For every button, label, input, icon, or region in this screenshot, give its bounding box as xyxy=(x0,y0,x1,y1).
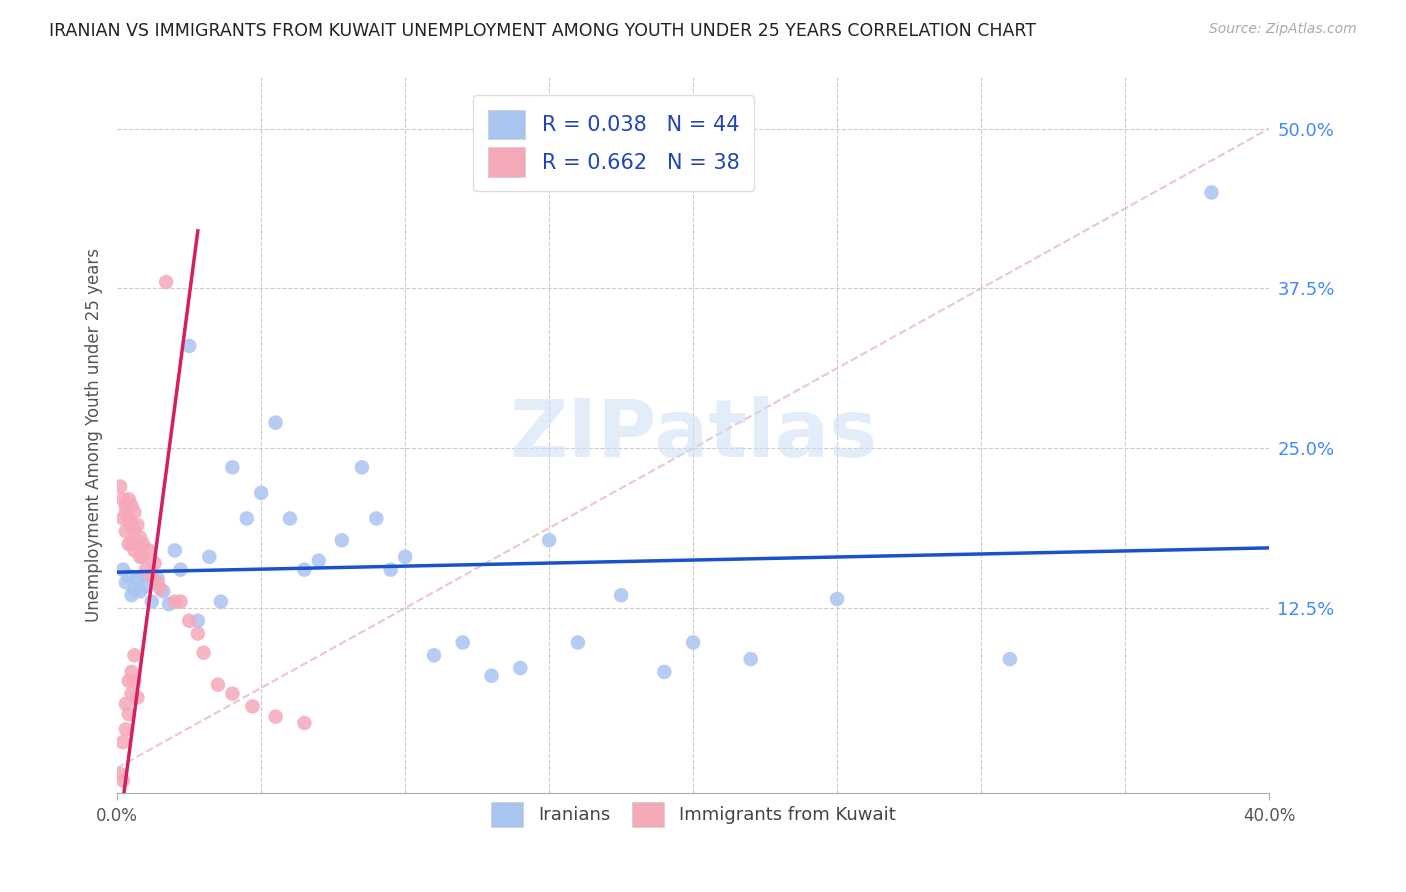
Point xyxy=(124,673,146,688)
Text: Source: ZipAtlas.com: Source: ZipAtlas.com xyxy=(1209,22,1357,37)
Point xyxy=(111,511,134,525)
Point xyxy=(366,511,388,525)
Point xyxy=(118,707,141,722)
Point xyxy=(127,690,149,705)
Point xyxy=(567,635,589,649)
Point xyxy=(114,524,136,539)
Point xyxy=(108,479,131,493)
Point xyxy=(124,582,146,596)
Point xyxy=(179,614,201,628)
Point xyxy=(111,492,134,507)
Point xyxy=(129,531,152,545)
Point xyxy=(998,652,1021,666)
Point xyxy=(118,492,141,507)
Point xyxy=(163,594,186,608)
Point xyxy=(221,687,243,701)
Point xyxy=(132,569,155,583)
Point xyxy=(127,517,149,532)
Point xyxy=(121,517,143,532)
Point xyxy=(264,416,287,430)
Point xyxy=(146,575,169,590)
Point xyxy=(221,460,243,475)
Point xyxy=(394,549,416,564)
Point xyxy=(118,673,141,688)
Point xyxy=(108,767,131,781)
Point xyxy=(127,572,149,586)
Point xyxy=(152,584,174,599)
Point xyxy=(127,537,149,551)
Point xyxy=(118,511,141,525)
Point xyxy=(111,773,134,788)
Point xyxy=(114,505,136,519)
Point xyxy=(114,723,136,737)
Point xyxy=(118,537,141,551)
Point xyxy=(380,563,402,577)
Point xyxy=(610,588,633,602)
Point xyxy=(292,563,315,577)
Point xyxy=(236,511,259,525)
Y-axis label: Unemployment Among Youth under 25 years: Unemployment Among Youth under 25 years xyxy=(86,248,103,623)
Point xyxy=(129,549,152,564)
Point xyxy=(149,582,172,596)
Point xyxy=(481,669,503,683)
Point xyxy=(118,569,141,583)
Point xyxy=(114,575,136,590)
Point xyxy=(682,635,704,649)
Point xyxy=(451,635,474,649)
Point xyxy=(143,556,166,570)
Point xyxy=(146,572,169,586)
Point xyxy=(264,709,287,723)
Point xyxy=(198,549,221,564)
Point xyxy=(141,569,163,583)
Point xyxy=(250,486,273,500)
Point xyxy=(111,735,134,749)
Point xyxy=(169,594,191,608)
Point xyxy=(330,533,353,548)
Point xyxy=(187,626,209,640)
Point xyxy=(1201,186,1223,200)
Point xyxy=(193,646,215,660)
Point xyxy=(652,665,675,679)
Point xyxy=(121,537,143,551)
Point xyxy=(509,661,531,675)
Point xyxy=(121,499,143,513)
Point xyxy=(187,614,209,628)
Point xyxy=(538,533,561,548)
Point xyxy=(278,511,301,525)
Point xyxy=(138,543,160,558)
Point xyxy=(163,543,186,558)
Point xyxy=(111,563,134,577)
Point xyxy=(135,579,157,593)
Point xyxy=(157,597,180,611)
Point xyxy=(292,716,315,731)
Point xyxy=(423,648,446,663)
Point xyxy=(124,524,146,539)
Point xyxy=(135,563,157,577)
Point xyxy=(124,648,146,663)
Point xyxy=(121,687,143,701)
Point xyxy=(169,563,191,577)
Point xyxy=(350,460,373,475)
Point xyxy=(121,665,143,679)
Point xyxy=(129,584,152,599)
Point xyxy=(124,505,146,519)
Point xyxy=(132,537,155,551)
Point xyxy=(825,592,848,607)
Text: ZIPatlas: ZIPatlas xyxy=(509,396,877,475)
Point xyxy=(121,588,143,602)
Point xyxy=(114,499,136,513)
Legend: Iranians, Immigrants from Kuwait: Iranians, Immigrants from Kuwait xyxy=(484,795,903,834)
Point xyxy=(740,652,762,666)
Text: IRANIAN VS IMMIGRANTS FROM KUWAIT UNEMPLOYMENT AMONG YOUTH UNDER 25 YEARS CORREL: IRANIAN VS IMMIGRANTS FROM KUWAIT UNEMPL… xyxy=(49,22,1036,40)
Point xyxy=(124,543,146,558)
Point xyxy=(308,554,330,568)
Point xyxy=(242,699,264,714)
Point xyxy=(155,275,177,289)
Point xyxy=(207,678,229,692)
Point xyxy=(132,549,155,564)
Point xyxy=(209,594,232,608)
Point xyxy=(179,339,201,353)
Point xyxy=(141,594,163,608)
Point xyxy=(114,697,136,711)
